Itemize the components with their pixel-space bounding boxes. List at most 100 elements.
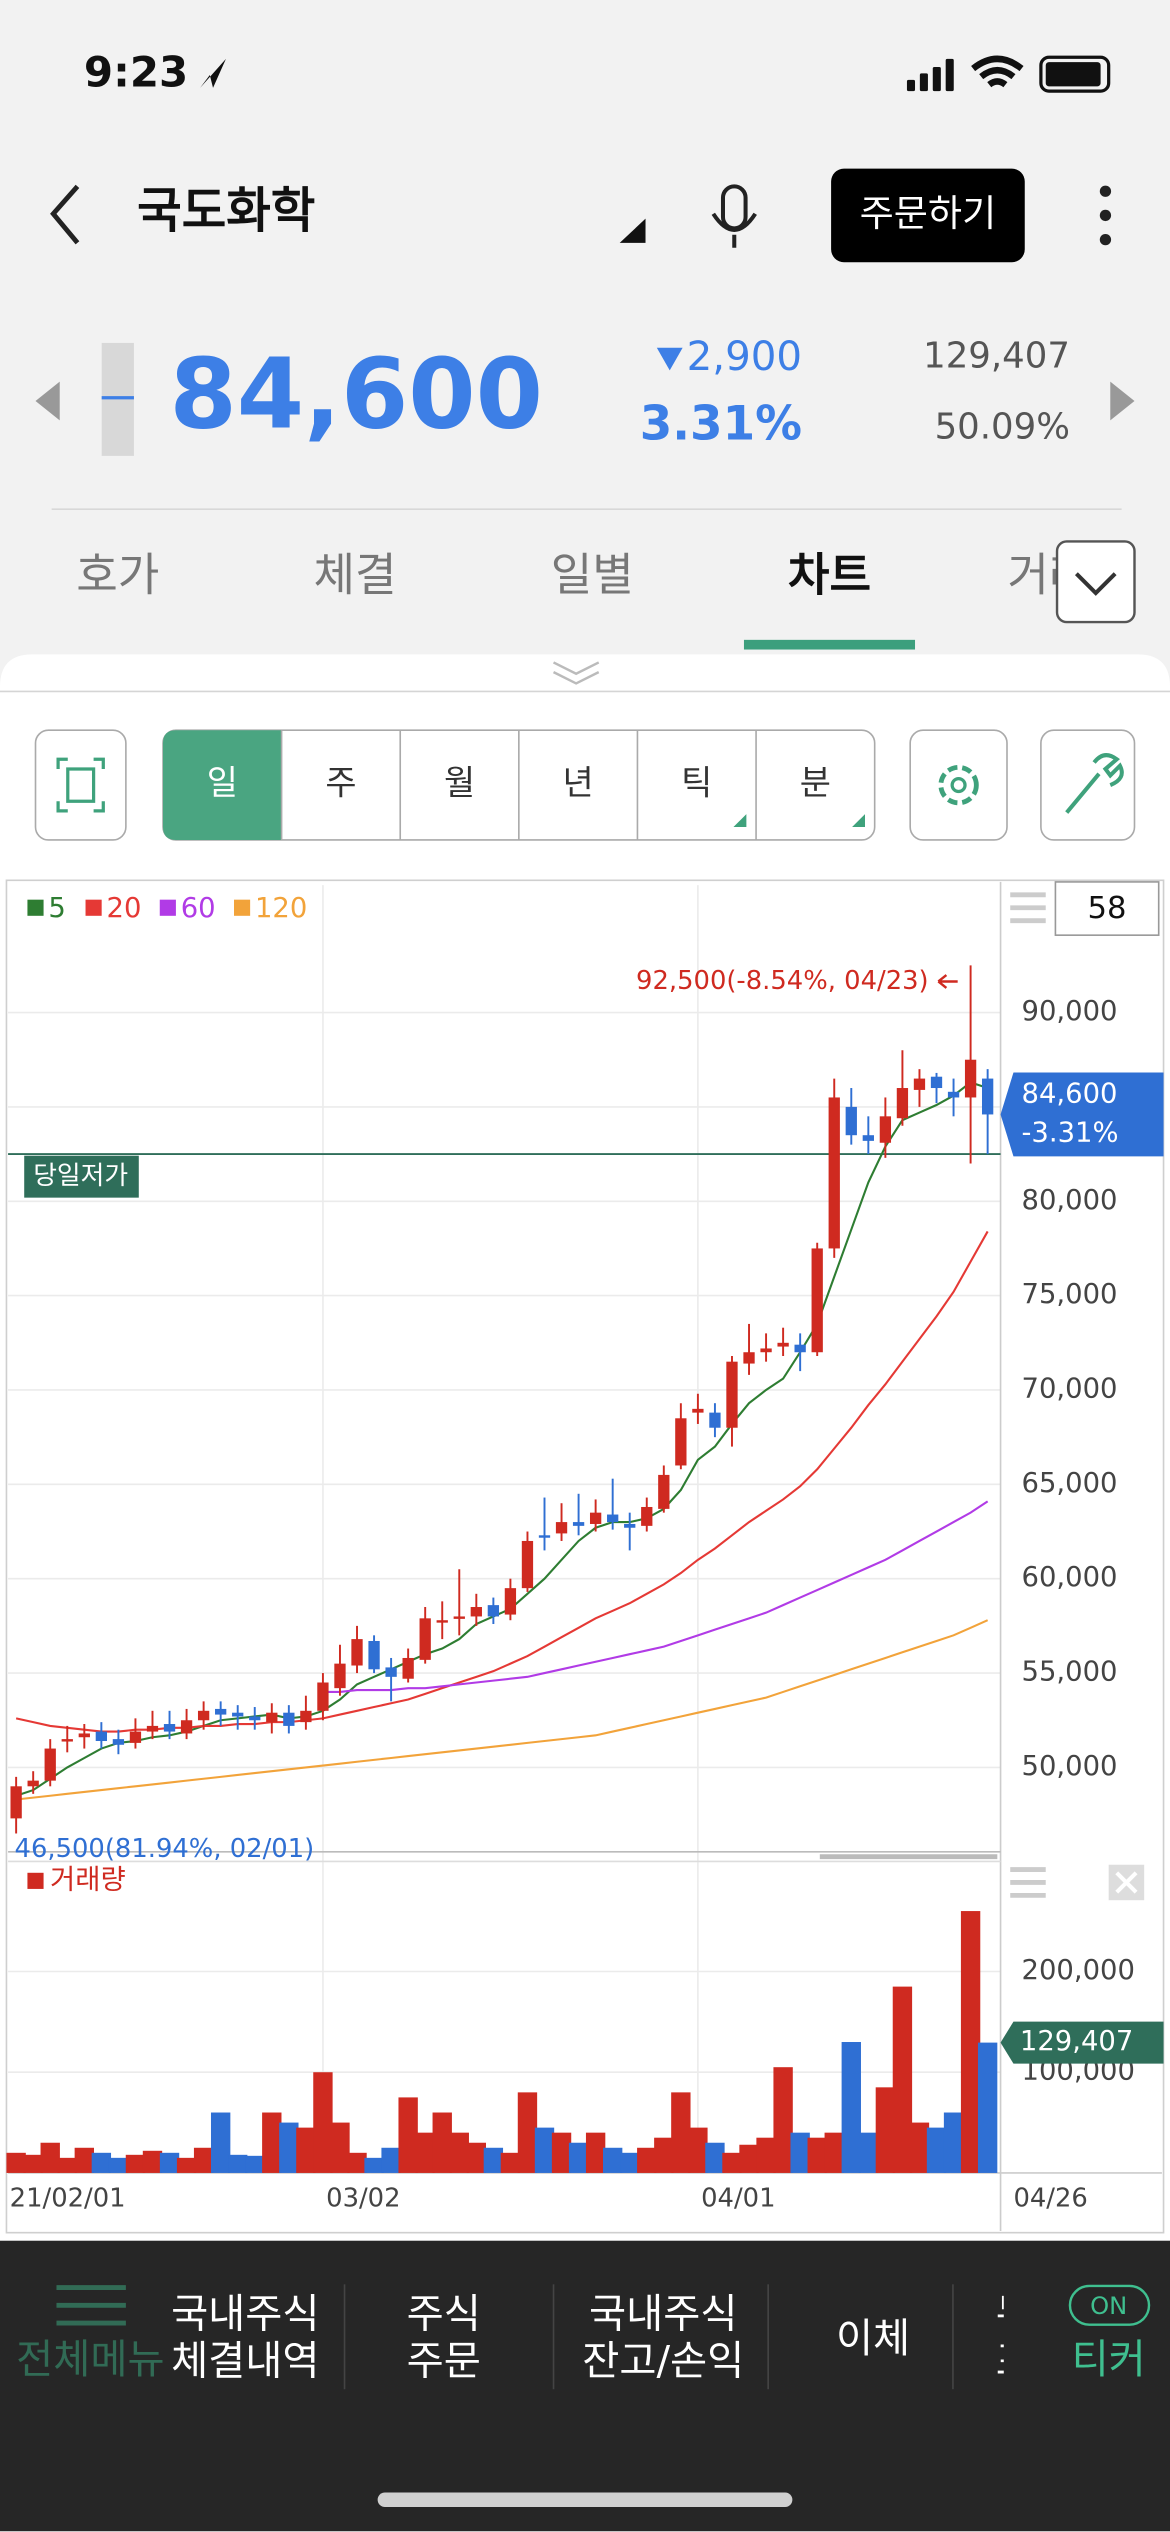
- candle-body: [879, 1116, 892, 1143]
- moving-average-line: [322, 1500, 989, 1693]
- dropdown-chevron[interactable]: [1074, 572, 1117, 596]
- stock-title[interactable]: 국도화학: [137, 183, 315, 239]
- volume-bar: [602, 2147, 623, 2173]
- volume-bar: [313, 2072, 333, 2173]
- settings-icon[interactable]: [938, 764, 979, 806]
- back-button[interactable]: [50, 184, 80, 245]
- volume-bar: [807, 2137, 827, 2173]
- nav-item[interactable]: 이체: [836, 2315, 910, 2362]
- nav-item[interactable]: 국내주식: [589, 2291, 737, 2338]
- nav-item[interactable]: 체결내역: [171, 2337, 319, 2384]
- candle-body: [777, 1342, 789, 1347]
- volume-bar: [909, 2122, 930, 2173]
- period-label[interactable]: 주: [325, 764, 356, 803]
- candle-body: [232, 1712, 244, 1717]
- count-label[interactable]: 58: [1088, 891, 1127, 926]
- ticker-toggle-label[interactable]: ON: [1090, 2292, 1127, 2320]
- tab[interactable]: 차트: [788, 549, 871, 602]
- candle-body: [368, 1640, 380, 1670]
- volume-bar: [756, 2137, 776, 2173]
- candle-body: [572, 1522, 585, 1526]
- candle-body: [78, 1733, 90, 1738]
- volume-bar: [398, 2097, 418, 2173]
- order-button[interactable]: [831, 168, 1025, 263]
- volume-bar: [330, 2122, 350, 2173]
- candle-body: [675, 1418, 687, 1466]
- candle-body: [10, 1786, 22, 1819]
- y-tick-label: 75,000: [1022, 1279, 1118, 1310]
- volume-bar: [176, 2157, 197, 2173]
- candle-body: [385, 1667, 397, 1677]
- nav-item[interactable]: 주식: [407, 2291, 481, 2338]
- volume-bar: [432, 2112, 452, 2173]
- stock-search-arrow[interactable]: [619, 218, 646, 243]
- ticker-label[interactable]: 티커: [1072, 2336, 1146, 2383]
- candle-body: [180, 1720, 193, 1734]
- tab-dropdown[interactable]: [1055, 540, 1136, 624]
- pane-menu: [1010, 892, 1046, 924]
- volume-bar: [381, 2147, 401, 2173]
- volume-bar: [926, 2127, 947, 2173]
- nav-item[interactable]: 국내주식: [171, 2291, 319, 2338]
- order-button-label[interactable]: 주문하기: [860, 192, 997, 235]
- period-label[interactable]: 분: [800, 764, 831, 803]
- fullscreen-icon[interactable]: [56, 757, 105, 813]
- period-label[interactable]: 틱: [681, 764, 712, 803]
- candle-body: [487, 1605, 500, 1617]
- tab[interactable]: 호가: [76, 549, 159, 602]
- volume-bar: [875, 2087, 896, 2173]
- period-label[interactable]: 년: [563, 764, 594, 803]
- battery-level: [1045, 62, 1101, 87]
- prev-stock[interactable]: [35, 381, 60, 421]
- close-pane-x[interactable]: [1115, 1871, 1138, 1894]
- candle-body: [95, 1731, 108, 1742]
- candle-body: [521, 1540, 534, 1589]
- candle-body: [624, 1523, 636, 1528]
- volume-bar: [125, 2154, 146, 2173]
- period-submenu-mark: [852, 814, 865, 828]
- candle-body: [811, 1248, 823, 1353]
- volume-bar: [6, 2152, 26, 2173]
- mic-button[interactable]: [711, 184, 757, 248]
- price-change: 2,900: [687, 333, 802, 380]
- tools-icon[interactable]: [1065, 753, 1124, 814]
- y-tick-label: 90,000: [1022, 996, 1118, 1027]
- candle-body: [436, 1620, 448, 1623]
- price-tag: [1000, 1072, 1164, 1157]
- volume-bar: [790, 2132, 810, 2173]
- nav-item[interactable]: 주문: [407, 2337, 481, 2384]
- candle-body: [845, 1106, 857, 1136]
- candle-body: [726, 1361, 738, 1428]
- candle-body: [61, 1739, 73, 1742]
- fullscreen-button[interactable]: [34, 729, 127, 841]
- ticker-toggle[interactable]: [1068, 2284, 1151, 2326]
- period-submenu-mark: [733, 814, 747, 828]
- candle-body: [641, 1506, 653, 1526]
- candle-body: [27, 1780, 39, 1787]
- settings-button[interactable]: [909, 729, 1008, 841]
- candle-body: [981, 1078, 994, 1115]
- tab[interactable]: 체결: [313, 549, 396, 602]
- candle-body: [317, 1682, 329, 1711]
- settings-icon-center[interactable]: [950, 777, 967, 794]
- next-stock[interactable]: [1110, 381, 1135, 421]
- candle-body: [112, 1739, 125, 1745]
- x-tick-label: 21/02/01: [10, 2183, 126, 2213]
- volume-bar: [977, 2042, 998, 2173]
- min-label: 46,500(81.94%, 02/01): [15, 1834, 315, 1864]
- period-button[interactable]: [162, 730, 282, 840]
- collapse-handle[interactable]: [552, 661, 600, 685]
- nav-item[interactable]: 잔고/손익: [582, 2337, 744, 2384]
- tab[interactable]: 일별: [551, 549, 634, 602]
- candle-body: [607, 1514, 619, 1523]
- signal-icon: [906, 58, 954, 92]
- nav-fade: [0, 2260, 173, 2406]
- more-button[interactable]: [1099, 185, 1112, 246]
- period-label[interactable]: 월: [444, 764, 475, 803]
- y-tick-label: 55,000: [1022, 1657, 1118, 1688]
- change-rate: 3.31%: [640, 397, 802, 451]
- volume-bar: [551, 2132, 572, 2173]
- period-label[interactable]: 일: [207, 764, 238, 803]
- y-tick-label: 50,000: [1022, 1751, 1118, 1782]
- legend-swatch: [85, 899, 102, 916]
